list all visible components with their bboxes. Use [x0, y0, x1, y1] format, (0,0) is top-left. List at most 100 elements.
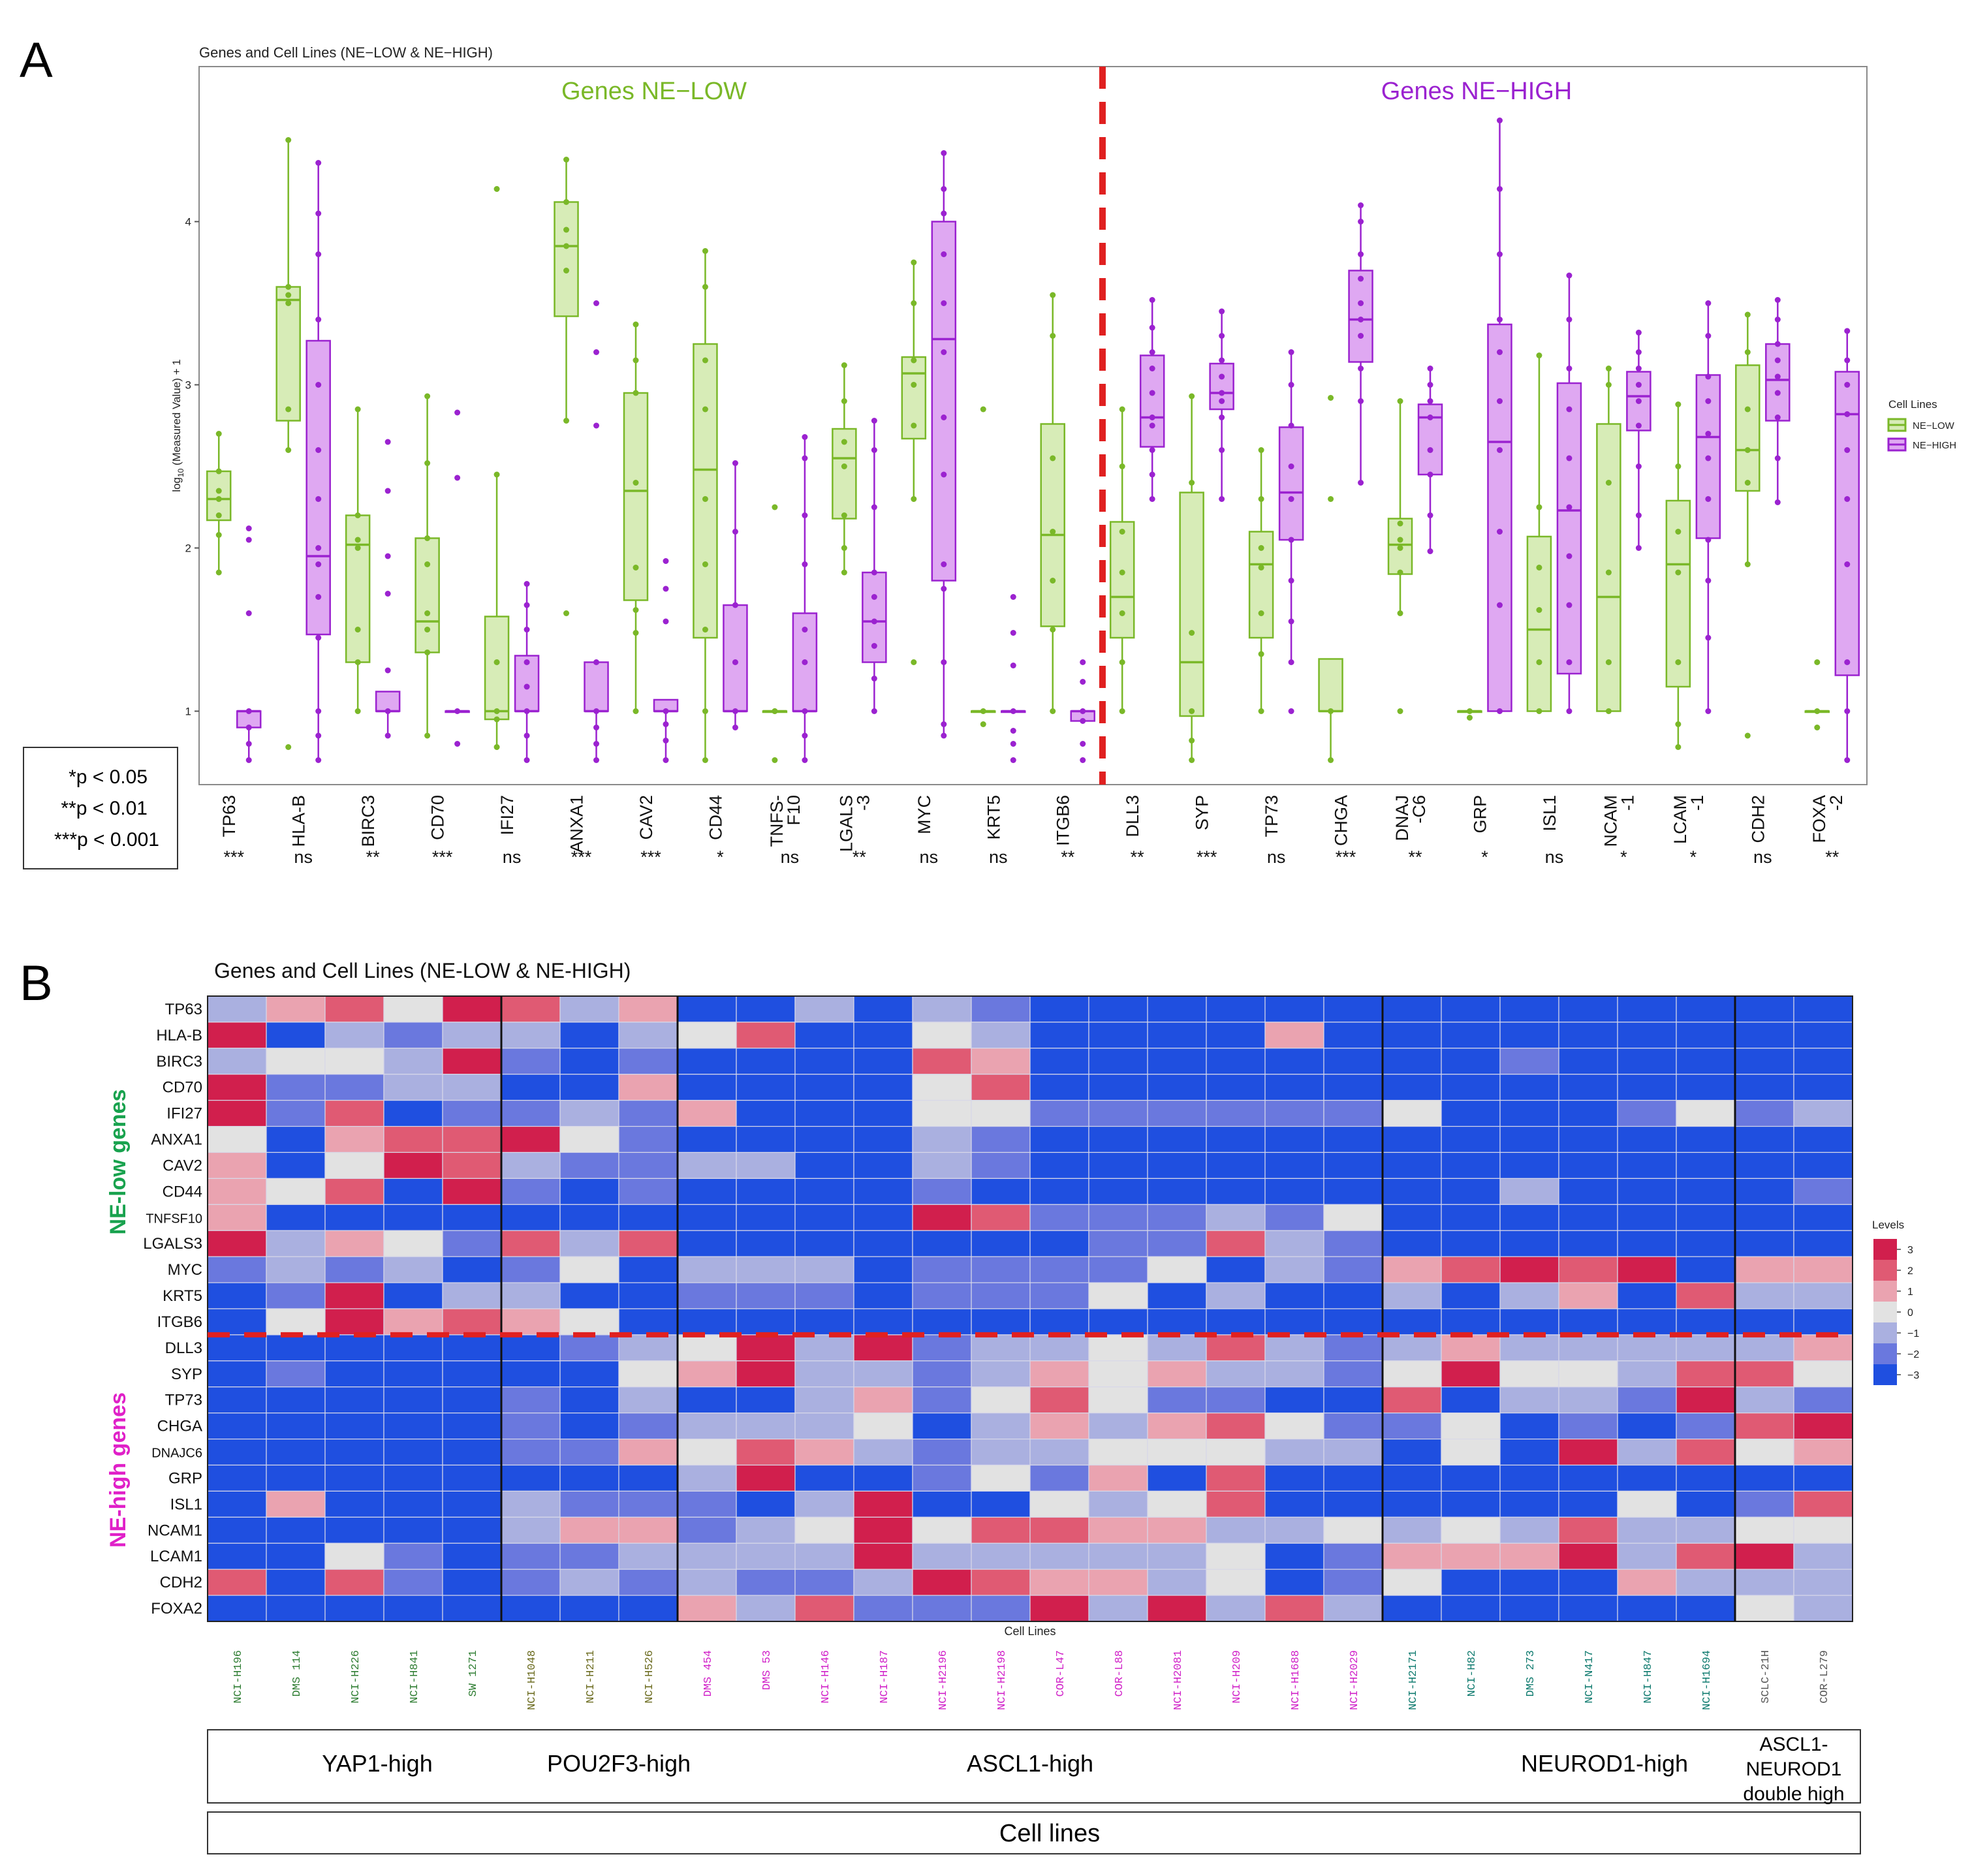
- gene-label-group: MYC ns: [915, 795, 938, 867]
- heatmap-cell: [1793, 1100, 1853, 1127]
- heatmap-cell: [677, 1360, 737, 1388]
- data-point: [315, 210, 322, 217]
- heatmap-cell: [1382, 1125, 1442, 1153]
- heatmap-cell: [1206, 1282, 1266, 1309]
- gene-label: BIRC3: [358, 795, 378, 847]
- heatmap-cell: [1323, 995, 1383, 1023]
- heatmap-cell: [1734, 1516, 1794, 1544]
- heatmap-cell: [324, 995, 384, 1023]
- heatmap-cell: [1734, 1386, 1794, 1414]
- heatmap-cell: [266, 1230, 326, 1257]
- heatmap-cell: [1676, 1490, 1736, 1518]
- heatmap-cell: [736, 1282, 796, 1309]
- data-point: [732, 602, 738, 608]
- heatmap-cell: [1147, 1230, 1207, 1257]
- heatmap-cell: [1382, 1542, 1442, 1570]
- levels-legend: Levels 3 2 1 0 −1 −2 −3: [1872, 1219, 1919, 1385]
- heatmap-cell: [1499, 1100, 1559, 1127]
- heatmap-cell: [501, 1386, 561, 1414]
- heatmap-cell: [324, 1256, 384, 1283]
- data-point: [1397, 537, 1403, 543]
- heatmap-cell: [853, 1230, 913, 1257]
- heatmap-cell: [736, 1074, 796, 1101]
- data-point: [1635, 512, 1642, 518]
- heatmap-cell: [912, 1048, 972, 1075]
- heatmap-cell: [1499, 1282, 1559, 1309]
- heatmap-cell: [266, 1048, 326, 1075]
- heatmap-cell: [324, 1595, 384, 1622]
- box-ne-low: [901, 259, 927, 665]
- heatmap-cell: [1793, 1464, 1853, 1492]
- heatmap-cell: [1147, 1386, 1207, 1414]
- data-point: [802, 561, 808, 567]
- heatmap-cell: [1323, 1074, 1383, 1101]
- data-point: [493, 716, 500, 723]
- heatmap-cell: [442, 1178, 502, 1205]
- heatmap-cell: [383, 1334, 443, 1362]
- heatmap-cell: [677, 1151, 737, 1180]
- heatmap-cell: [794, 1438, 854, 1466]
- box-ne-low: [1040, 292, 1065, 714]
- data-point: [1675, 659, 1682, 665]
- heatmap-cell: [1499, 1516, 1559, 1544]
- data-point: [354, 537, 361, 543]
- heatmap-cell: [1734, 1022, 1794, 1049]
- heatmap-cell: [1676, 1438, 1736, 1466]
- data-point: [424, 732, 431, 739]
- heatmap-cell: [207, 1542, 267, 1570]
- heatmap-cell: [1029, 1413, 1089, 1440]
- heatmap-cell: [383, 1438, 443, 1466]
- heatmap-cell: [266, 1386, 326, 1414]
- heatmap-cell: [207, 1516, 267, 1544]
- heatmap-cell: [1323, 1334, 1383, 1362]
- data-point: [1189, 757, 1195, 763]
- heatmap-cell: [971, 1490, 1031, 1518]
- box-ne-high: [862, 418, 887, 714]
- heatmap-cell: [1499, 1334, 1559, 1362]
- data-point: [563, 227, 570, 233]
- significance-label: ns: [503, 847, 522, 867]
- gene-label: CD44: [706, 795, 725, 840]
- heatmap-cell: [501, 1490, 561, 1518]
- data-point: [593, 725, 600, 730]
- data-point: [1635, 463, 1642, 469]
- row-label: KRT5: [163, 1287, 202, 1305]
- data-point: [1358, 219, 1364, 225]
- heatmap-cell: [1382, 1413, 1442, 1440]
- heatmap-cell: [853, 1490, 913, 1518]
- gene-label: CHGA: [1332, 795, 1351, 846]
- heatmap-cell: [1734, 1125, 1794, 1153]
- data-point: [1635, 366, 1642, 371]
- heatmap-cell: [1088, 1204, 1148, 1231]
- data-point: [1844, 328, 1851, 334]
- heatmap-cell: [442, 1464, 502, 1492]
- gene-label-group: LCAM-1 *: [1670, 795, 1707, 867]
- heatmap-cell: [1206, 1100, 1266, 1127]
- data-point: [384, 591, 391, 597]
- data-point: [1496, 398, 1503, 404]
- data-point: [1566, 366, 1573, 371]
- gene-label-group: ITGB6**: [1054, 795, 1075, 867]
- column-label: DMS 114: [291, 1650, 304, 1696]
- heatmap-cell: [1558, 1438, 1618, 1466]
- heatmap-cell: [618, 1022, 678, 1049]
- column-label: NCI-H82: [1466, 1650, 1479, 1696]
- gene-label: SYP: [1193, 795, 1212, 830]
- panel-a-label: A: [20, 33, 53, 88]
- heatmap-cell: [324, 1074, 384, 1101]
- heatmap-cell: [1382, 1334, 1442, 1362]
- heatmap-cell: [1441, 1413, 1501, 1440]
- heatmap-cell: [736, 1178, 796, 1205]
- gene-label-group: HLA-Bns: [289, 795, 313, 867]
- data-point: [1744, 447, 1751, 453]
- row-label: LGALS3: [143, 1235, 202, 1253]
- data-point: [802, 659, 808, 665]
- data-point: [524, 757, 530, 763]
- heatmap-cell: [1147, 1360, 1207, 1388]
- heatmap-cell: [912, 1074, 972, 1101]
- heatmap-cell: [853, 1595, 913, 1622]
- data-point: [354, 659, 361, 665]
- heatmap-cell: [1088, 1438, 1148, 1466]
- data-point: [1050, 292, 1056, 298]
- heatmap-cell: [1617, 1360, 1677, 1388]
